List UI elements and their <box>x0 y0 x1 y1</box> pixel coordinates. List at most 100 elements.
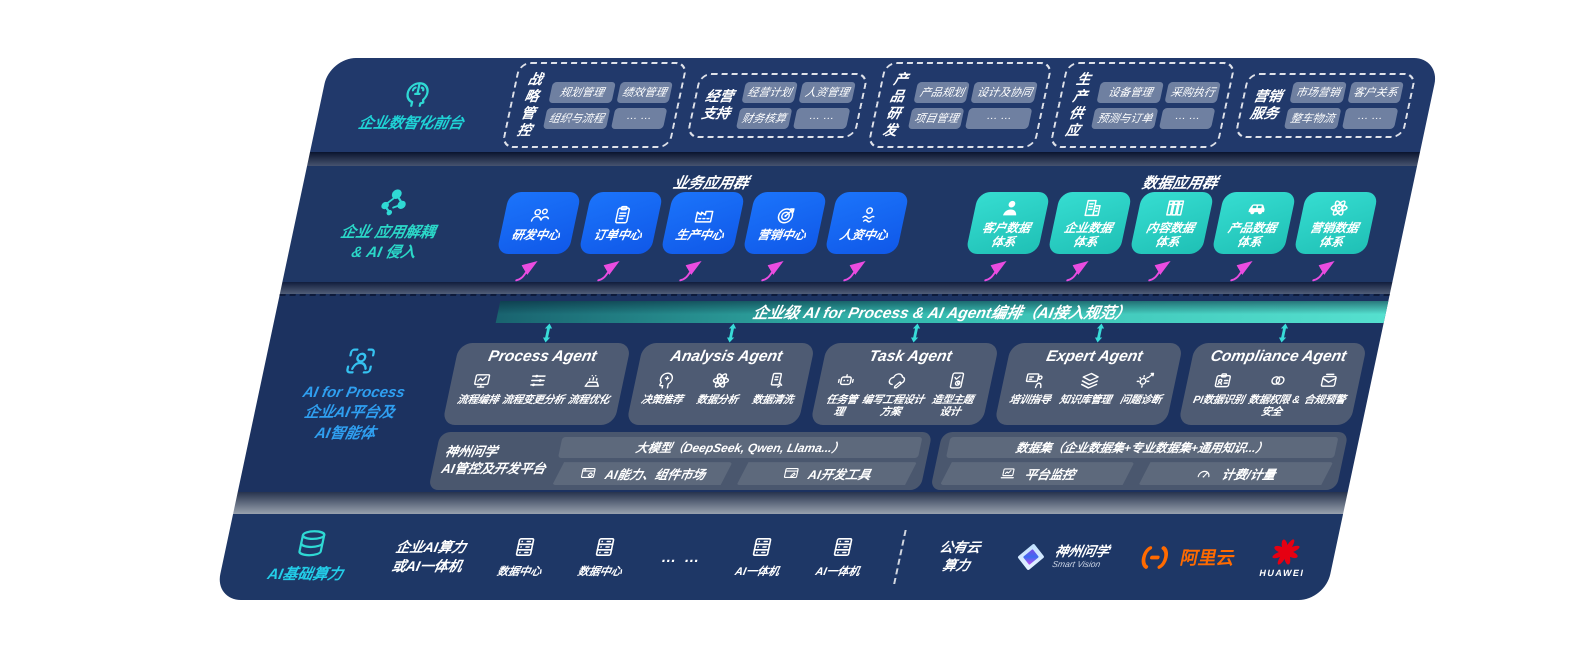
module-chip: 经营计划 <box>741 81 799 103</box>
apps-label-block: 企业 应用解耦 & AI 侵入 <box>282 166 497 282</box>
flow-arrow-icon <box>1142 254 1181 287</box>
agent-title: Analysis Agent <box>669 348 785 365</box>
diagnose-icon <box>1132 370 1157 391</box>
compute-node-label: 数据中心 <box>576 566 624 578</box>
front-group-chips: 市场营销 客户关系 整车物流… … <box>1284 81 1404 129</box>
data-system-card: 客户数据 体系 <box>964 192 1051 254</box>
enterprise-ai-architecture-diagram: 企业数智化前台 战略 管控 规划管理 绩效管理 组织与流程… … 经营 支持 经营计划 人资… <box>214 58 1441 600</box>
module-chip: … … <box>610 107 668 129</box>
front-group-name: 战略 管控 <box>515 71 545 138</box>
flow-arrow-icon <box>1060 254 1099 287</box>
business-app-group: 业务应用群 研发中心 订单中心 生产中心 营销中心 人资中心 <box>472 172 930 282</box>
compute-node: AI一体机 <box>814 535 867 579</box>
app-box-column: 产品数据 体系 <box>1204 192 1297 287</box>
llm-models-bar: 大模型（DeepSeek, Qwen, Llama...） <box>557 437 923 459</box>
agent-column: Analysis Agent 决策推荐 数据分析 数据清洗 <box>625 323 820 426</box>
front-group-chips: 规划管理 绩效管理 组织与流程… … <box>542 81 673 129</box>
server-icon <box>828 535 857 559</box>
flow-arrow-icon <box>673 254 712 287</box>
platform-content: 企业级 AI for Process & AI Agent编排（AI接入规范） … <box>428 296 1390 492</box>
alibaba-bracket-icon <box>1133 544 1177 571</box>
car-icon <box>1243 197 1270 219</box>
agent-capability-label: 数据分析 <box>695 394 740 406</box>
layer-edge <box>233 492 1348 514</box>
agent-capability-label: 任务管理 <box>825 394 859 419</box>
alibaba-cloud-logo: 阿里云 <box>1133 544 1238 571</box>
server-icon <box>591 535 620 559</box>
band-frontdesk: 企业数智化前台 战略 管控 规划管理 绩效管理 组织与流程… … 经营 支持 经营计划 人资… <box>310 58 1441 152</box>
compute-node-label: AI一体机 <box>733 566 781 578</box>
flow-arrow-icon <box>509 254 548 287</box>
market-icon <box>578 465 599 482</box>
app-box-label: 产品数据 体系 <box>1226 221 1278 249</box>
sliders-icon <box>525 370 550 391</box>
hr-icon <box>855 204 882 226</box>
platform-cells: 平台监控 计费/计量 <box>940 462 1333 485</box>
person-icon <box>997 197 1024 219</box>
module-chip: 项目管理 <box>908 107 965 129</box>
compute-node: 数据中心 <box>496 535 549 579</box>
molecule-icon <box>374 185 415 219</box>
agent-capability: 培训指导 <box>1005 370 1056 418</box>
app-box-label: 订单中心 <box>592 227 644 242</box>
module-chip: 组织与流程 <box>542 107 611 129</box>
business-center-card: 营销中心 <box>741 192 828 254</box>
atom-icon <box>1325 197 1352 219</box>
agent-capability: 知识库管理 <box>1056 370 1118 418</box>
shenzhou-logo-title: 神州问学 <box>1053 543 1111 559</box>
platform-cell: 平台监控 <box>940 462 1135 485</box>
front-group: 营销 服务 市场营销 客户关系 整车物流… … <box>1234 72 1417 138</box>
module-chip: … … <box>1159 107 1216 129</box>
application-groups: 业务应用群 研发中心 订单中心 生产中心 营销中心 人资中心 数据应用群 客户数据 体系… <box>472 166 1417 282</box>
agent-capability: 问题诊断 <box>1116 370 1167 418</box>
building-icon <box>1079 197 1106 219</box>
agent-card: Compliance Agent PI数据识别 数据权限 & 安全 合规预警 <box>1177 343 1368 426</box>
flow-arrow-icon <box>1306 254 1345 287</box>
front-group-name: 生产 供应 <box>1064 71 1093 138</box>
agent-capability-label: 问题诊断 <box>1118 394 1163 406</box>
module-chip: 市场营销 <box>1289 81 1347 103</box>
app-box-label: 企业数据 体系 <box>1062 221 1114 249</box>
mailwarn-icon <box>1316 370 1341 391</box>
training-icon <box>1021 370 1046 391</box>
agent-capability-label: 流程编排 <box>456 394 500 406</box>
vendor-logos: 神州问学 Smart Vision 阿里云 HUAWEI <box>1010 537 1312 578</box>
flow-icon <box>469 370 494 391</box>
clipboard-icon <box>609 204 636 226</box>
app-box-column: 企业数据 体系 <box>1040 192 1133 287</box>
ai-orchestration-bar: 企业级 AI for Process & AI Agent编排（AI接入规范） <box>495 301 1389 323</box>
module-chip: … … <box>965 107 1033 129</box>
idcard-icon <box>1210 370 1235 391</box>
agent-capability-label: 流程优化 <box>566 394 611 406</box>
agent-capability-label: 决策推荐 <box>640 394 684 406</box>
agent-capability-label: 编写工程设计方案 <box>860 394 926 419</box>
agent-capability: 数据权限 & 安全 <box>1245 370 1307 418</box>
band-applications: 企业 应用解耦 & AI 侵入 业务应用群 研发中心 订单中心 生产中心 营销中心 人资… <box>282 166 1418 282</box>
data-apps-heading: 数据应用群 <box>1140 175 1220 192</box>
target-icon <box>773 204 800 226</box>
shenzhou-logo-subtitle: Smart Vision <box>1051 558 1102 569</box>
agent-card: Process Agent 流程编排 流程变更分析 流程优化 <box>441 343 632 426</box>
compute-label-block: AI基础算力 <box>218 528 400 585</box>
agent-capability: 数据清洗 <box>748 370 799 418</box>
agent-capability: 造型主题设计 <box>924 370 984 418</box>
module-chip: 绩效管理 <box>616 81 673 103</box>
agent-capability: 合规预警 <box>1300 370 1351 418</box>
data-app-group: 数据应用群 客户数据 体系 企业数据 体系 内容数据 体系 产品数据 体系 营销数据 体… <box>941 172 1399 282</box>
agent-card: Analysis Agent 决策推荐 数据分析 数据清洗 <box>625 343 816 426</box>
clean-icon <box>764 370 789 391</box>
app-box-label: 营销数据 体系 <box>1308 221 1360 249</box>
app-box-label: 内容数据 体系 <box>1144 221 1196 249</box>
flow-arrow-icon <box>837 254 876 287</box>
app-box-column: 内容数据 体系 <box>1122 192 1215 287</box>
agent-title: Expert Agent <box>1044 348 1145 365</box>
app-box-column: 客户数据 体系 <box>958 192 1051 287</box>
agent-capability-label: PI数据识别 <box>1192 394 1246 406</box>
app-box-label: 人资中心 <box>838 227 890 242</box>
datasets-bar: 数据集（企业数据集+专业数据集+通用知识...） <box>945 437 1339 459</box>
dev-platform-label: 神州问学 AI管控及开发平台 <box>440 444 548 477</box>
compute-label: AI基础算力 <box>265 566 345 584</box>
agent-items: 决策推荐 数据分析 数据清洗 <box>632 370 804 418</box>
agent-column: Expert Agent 培训指导 知识库管理 问题诊断 <box>993 323 1188 426</box>
